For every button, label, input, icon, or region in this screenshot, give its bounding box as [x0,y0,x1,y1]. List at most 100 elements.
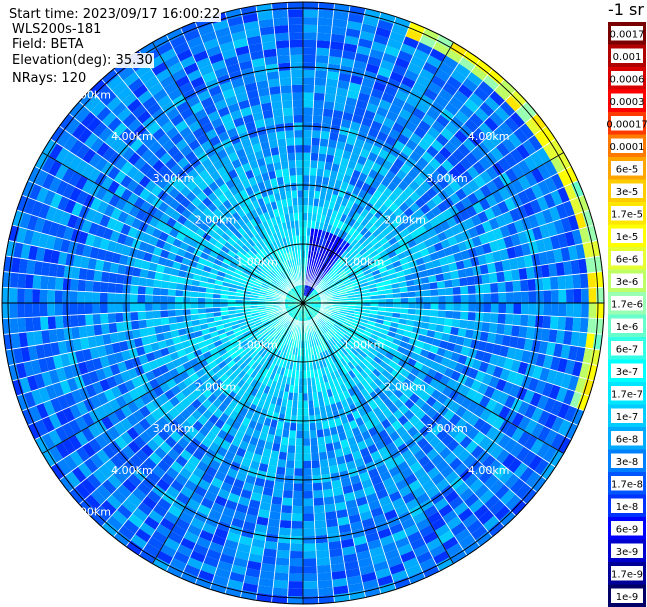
beta-cell [522,389,535,404]
beta-cell [391,122,405,134]
beta-cell [553,248,563,263]
beta-cell [290,543,303,552]
beta-cell [175,303,183,310]
beta-cell [335,351,343,360]
beta-cell [474,483,490,499]
beta-cell [272,488,284,498]
beta-cell [338,286,346,292]
beta-cell [430,303,439,311]
beta-cell [273,579,289,589]
beta-cell [430,423,443,436]
beta-cell [47,316,57,330]
beta-cell [400,297,409,303]
beta-cell [297,408,303,416]
beta-cell [378,303,386,308]
beta-cell [329,271,337,278]
beta-cell [334,501,347,511]
beta-cell [316,47,330,57]
beta-cell [311,314,318,322]
beta-cell [321,285,329,291]
beta-cell [374,155,386,167]
beta-cell [373,219,383,229]
colorbar-tick-label: 0.001 [613,52,642,63]
beta-cell [354,542,370,554]
beta-cell [395,115,409,128]
beta-cell [345,460,357,471]
beta-cell [376,262,386,270]
beta-cell [511,412,525,428]
beta-cell [449,42,467,57]
beta-cell [356,327,365,334]
beta-cell [369,249,379,258]
beta-cell [516,337,526,350]
beta-cell [515,106,531,124]
beta-cell [382,356,392,365]
beta-cell [421,315,431,323]
beta-cell [484,207,496,221]
beta-cell [303,483,313,492]
beta-cell [495,142,510,158]
beta-cell [438,146,452,160]
beta-cell [421,151,434,164]
beta-cell [270,503,282,513]
beta-cell [276,549,290,559]
beta-cell [338,269,346,277]
beta-cell [339,291,348,296]
beta-cell [564,231,576,247]
beta-cell [321,325,329,333]
beta-cell [499,100,516,117]
beta-cell [582,347,593,364]
beta-cell [389,562,406,575]
beta-cell [501,137,516,153]
beta-cell [366,257,375,266]
beta-cell [376,352,385,361]
beta-cell [487,332,497,344]
beta-cell [85,314,94,326]
beta-cell [363,344,373,352]
beta-cell [453,90,469,105]
beta-cell [490,388,503,402]
beta-cell [520,291,529,303]
beta-cell [404,120,418,133]
beta-cell [400,127,414,139]
beta-cell [415,492,430,505]
beta-cell [313,287,320,293]
beta-cell [320,284,328,290]
beta-cell [306,289,310,297]
beta-cell [443,451,458,466]
beta-cell [331,326,339,334]
beta-cell [384,548,400,561]
beta-cell [316,549,330,559]
range-ring-label: 2.00km [195,380,237,393]
beta-cell [391,317,400,324]
beta-cell [368,499,382,511]
beta-cell [374,386,384,397]
beta-cell [314,311,322,318]
beta-cell [307,212,313,221]
beta-cell [303,39,317,48]
beta-cell [290,62,303,71]
beta-cell [472,161,486,175]
beta-cell [544,413,558,430]
beta-cell [314,252,320,261]
beta-cell [538,251,549,266]
beta-cell [323,428,332,437]
beta-cell [84,291,93,303]
beta-cell [426,351,437,362]
beta-cell [349,260,358,268]
beta-cell [303,54,316,63]
beta-cell [378,332,388,340]
beta-cell [393,16,411,30]
beta-cell [429,281,438,290]
beta-cell [461,183,474,197]
beta-cell [400,43,417,56]
beta-cell [473,174,486,189]
beta-cell [336,172,345,182]
beta-cell [459,277,468,287]
beta-cell [312,392,319,401]
beta-cell [339,308,348,313]
beta-cell [338,431,348,442]
beta-cell [354,138,365,149]
beta-cell [324,358,331,367]
beta-cell [32,274,42,290]
